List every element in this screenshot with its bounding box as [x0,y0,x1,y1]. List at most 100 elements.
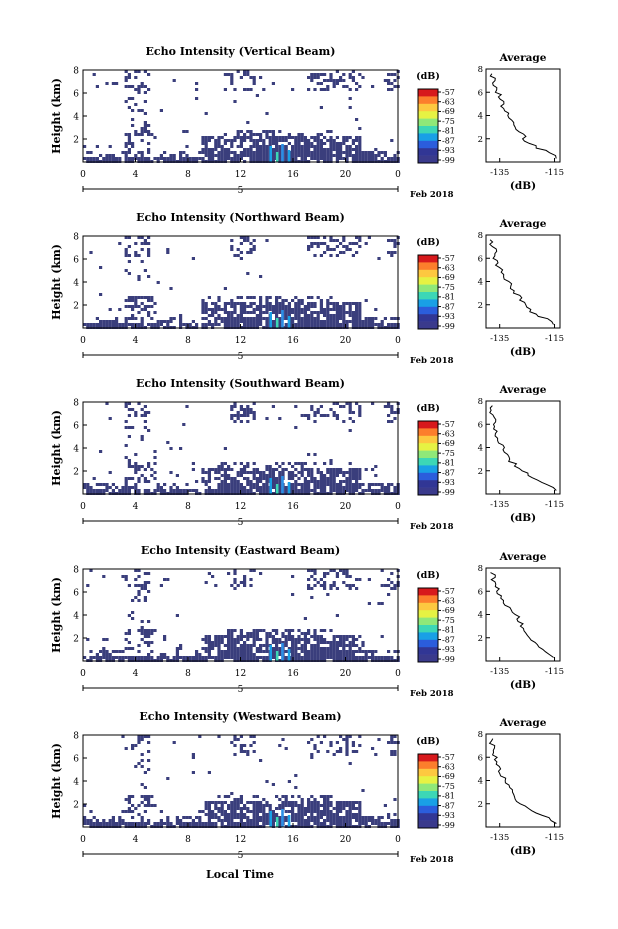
colorbar-swatch [418,292,438,300]
average-y-tick-label: 2 [478,800,483,810]
date-label: Feb 2018 [410,689,454,699]
colorbar-tick-label: -63 [442,98,455,107]
x-tick-label: 0 [80,502,86,512]
x-tick-label: 0 [395,336,401,346]
echo-plume [287,316,291,328]
y-tick-label: 8 [73,399,79,409]
x-tick-label: 12 [235,835,246,845]
colorbar-tick-label: -57 [442,587,455,596]
x-tick-label: 0 [395,502,401,512]
echo-plume [275,817,279,827]
x-tick-label: 8 [185,336,191,346]
average-y-tick-label: 8 [478,397,483,407]
echo-plume [275,152,279,162]
x-tick-label: 4 [133,336,139,346]
y-tick-label: 4 [73,612,79,622]
x-tick-label: 8 [185,502,191,512]
heatmap-title: Echo Intensity (Vertical Beam) [145,45,335,58]
x-tick-label: 16 [287,835,299,845]
colorbar-tick-label: -63 [442,763,455,772]
echo-plume [281,476,284,494]
y-axis-label: Height (km) [50,577,63,653]
x-tick-label: 16 [287,336,299,346]
colorbar-swatch [418,791,438,799]
x-tick-label: 20 [340,835,352,845]
colorbar-swatch [418,820,438,829]
colorbar-swatch [418,487,438,496]
echo-plume [281,809,284,827]
colorbar-swatch [418,155,438,164]
y-tick-label: 4 [73,113,79,123]
colorbar-swatch [418,617,438,626]
x-tick-label: 0 [80,669,86,679]
heatmap-cells [83,569,400,662]
colorbar-tick-label: -75 [442,117,455,126]
colorbar-swatch [418,458,438,466]
colorbar-swatch [418,118,438,127]
x-tick-label: 0 [395,835,401,845]
echo-plume [269,478,272,494]
average-title: Average [499,384,547,396]
x-tick-label: 0 [395,170,401,180]
heatmap-title: Echo Intensity (Northward Beam) [136,211,345,224]
colorbar-tick-label: -87 [442,635,455,644]
colorbar-swatch [418,465,438,474]
y-tick-label: 6 [73,90,79,100]
echo-plume [287,649,291,661]
y-tick-label: 2 [73,302,79,312]
echo-plume [269,146,272,162]
x-tick-label: 4 [133,170,139,180]
echo-plume [275,484,279,494]
average-x-tick-label: -115 [545,833,564,843]
y-tick-label: 8 [73,233,79,243]
average-frame [485,733,561,828]
colorbar-tick-label: -81 [442,127,455,136]
colorbar-tick-label: -69 [442,439,455,448]
average-title: Average [499,717,547,729]
average-x-tick-label: -135 [490,667,509,677]
colorbar-swatch [418,805,438,814]
colorbar-tick-label: -69 [442,273,455,282]
x-tick-label: 0 [80,336,86,346]
date-label: Feb 2018 [410,356,454,366]
y-tick-label: 8 [73,566,79,576]
average-y-tick-label: 4 [478,777,483,787]
x-tick-label: 12 [235,170,246,180]
colorbar-unit: (dB) [416,570,440,581]
colorbar-swatch [418,111,438,119]
average-y-tick-label: 8 [478,231,483,241]
x-tick-label: 12 [235,336,246,346]
colorbar-swatch [418,428,438,437]
colorbar-tick-label: -99 [442,488,455,497]
average-x-tick-label: -115 [545,667,564,677]
day-label: 5 [238,352,244,362]
day-label: 5 [238,851,244,861]
heatmap-title: Echo Intensity (Southward Beam) [136,377,345,390]
y-tick-label: 4 [73,778,79,788]
day-label: 5 [238,518,244,528]
colorbar-unit: (dB) [416,403,440,414]
average-y-tick-label: 6 [478,420,483,430]
y-axis-label: Height (km) [50,743,63,819]
average-profile-line [489,239,554,325]
y-tick-label: 6 [73,589,79,599]
echo-plume [281,310,284,328]
x-tick-label: 4 [133,669,139,679]
colorbar-tick-label: -99 [442,322,455,331]
colorbar-frame [417,587,439,663]
x-tick-label: 0 [80,835,86,845]
colorbar-swatch [418,299,438,308]
colorbar-swatch [418,798,438,807]
colorbar-tick-label: -81 [442,792,455,801]
y-tick-label: 6 [73,422,79,432]
colorbar-tick-label: -87 [442,801,455,810]
colorbar-swatch [418,421,438,429]
average-y-tick-label: 6 [478,587,483,597]
average-y-tick-label: 2 [478,301,483,311]
echo-plume [287,150,291,162]
x-tick-label: 8 [185,835,191,845]
colorbar-tick-label: -99 [442,821,455,830]
colorbar-swatch [418,103,438,112]
colorbar-swatch [418,140,438,149]
